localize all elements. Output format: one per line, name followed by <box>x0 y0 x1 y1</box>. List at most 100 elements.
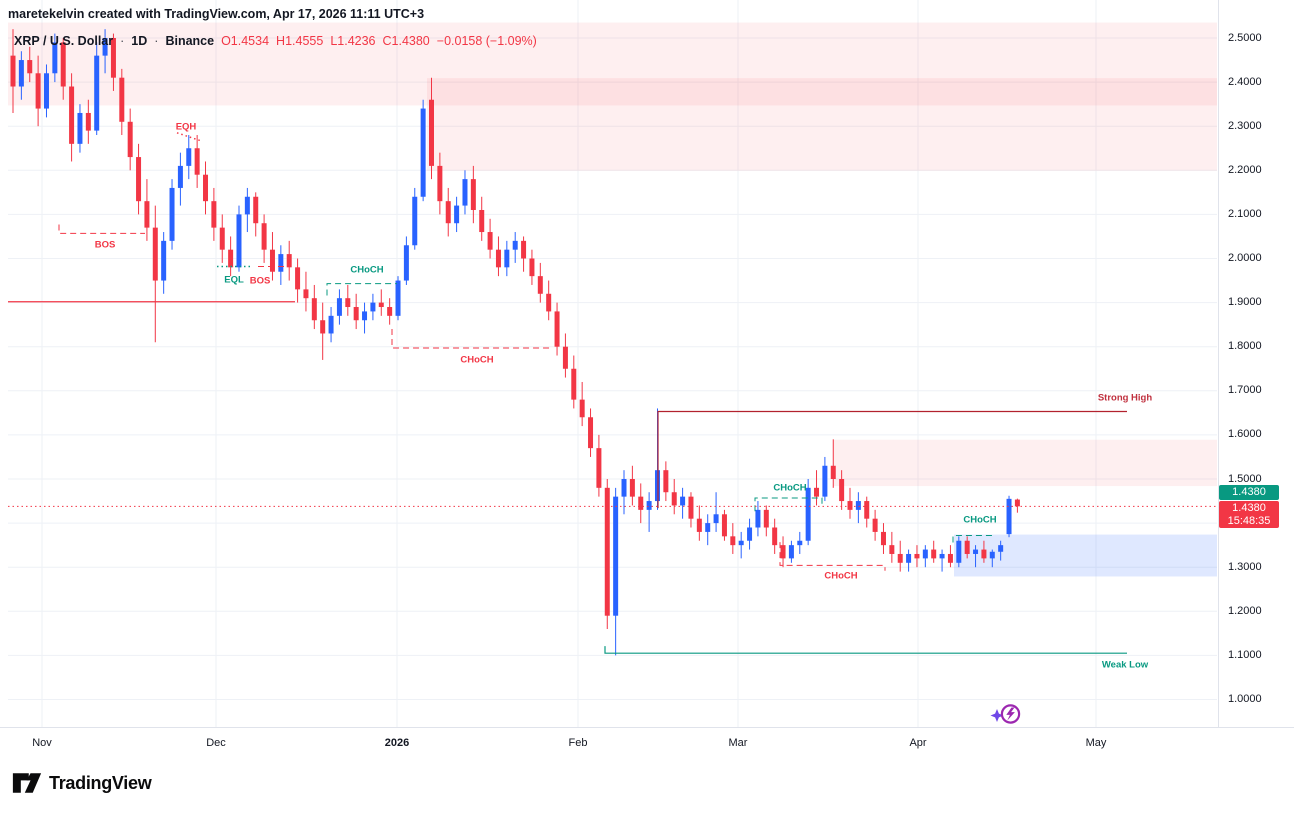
candle-up <box>412 196 418 246</box>
candle-down <box>688 496 694 519</box>
candle-down <box>571 368 577 400</box>
candle-up <box>462 179 468 206</box>
weak-low-line[interactable] <box>604 646 1127 654</box>
candle-down <box>69 86 75 144</box>
candle-down <box>914 553 920 559</box>
change-value: −0.0158 (−1.09%) <box>436 34 537 48</box>
candle-up <box>906 553 912 563</box>
candle-up <box>77 112 83 144</box>
candle-up <box>680 496 686 506</box>
candle-up <box>512 240 518 250</box>
lightning-circle-sparkle-icon[interactable] <box>990 704 1021 724</box>
price-tick-label: 2.5000 <box>1228 31 1262 44</box>
candle-down <box>830 465 836 479</box>
candle-down <box>529 258 535 277</box>
candle-up <box>18 60 24 87</box>
annotation-label-choch: CHoCH <box>350 265 383 276</box>
price-tick-label: 1.2000 <box>1228 604 1262 617</box>
supply-zone-feb[interactable] <box>833 439 1217 487</box>
demand-zone-apr[interactable] <box>954 534 1217 577</box>
price-tick-label: 2.0000 <box>1228 252 1262 264</box>
symbol-name: XRP / U.S. Dollar <box>14 34 114 48</box>
eqh-line[interactable] <box>176 132 203 142</box>
candle-down <box>864 501 870 519</box>
candle-down <box>730 536 736 546</box>
ohlc-low: L1.4236 <box>330 34 376 48</box>
legend-separator: · <box>120 34 125 48</box>
candle-up <box>420 108 426 197</box>
candle-down <box>638 496 644 510</box>
symbol-legend[interactable]: XRP / U.S. Dollar · 1D · Binance O1.4534… <box>14 34 537 48</box>
price-tick-label: 1.6000 <box>1228 428 1262 441</box>
choch-jan-red[interactable] <box>391 329 553 349</box>
candle-up <box>939 553 945 559</box>
candle-down <box>721 514 727 537</box>
exchange-label: Binance <box>165 34 215 48</box>
candle-down <box>872 518 878 532</box>
candle-down <box>429 99 434 166</box>
candle-up <box>998 545 1004 552</box>
candle-down <box>546 293 552 312</box>
candle-down <box>303 289 309 299</box>
candle-down <box>889 545 895 554</box>
choch-mar-red[interactable] <box>779 542 886 571</box>
attribution-text: maretekelvin created with TradingView.co… <box>8 7 425 21</box>
ohlc-high: H1.4555 <box>276 34 324 48</box>
candle-down <box>847 501 853 510</box>
candle-up <box>788 545 794 559</box>
candle-down <box>839 479 845 502</box>
candle-down <box>537 276 543 294</box>
annotation-label-eqh: EQH <box>176 122 197 133</box>
annotation-label-strong-high: Strong High <box>1098 393 1153 404</box>
candle-down <box>345 298 351 308</box>
candle-up <box>705 523 711 532</box>
candle-down <box>203 174 209 202</box>
supply-demand-zones <box>8 22 1217 577</box>
candle-up <box>169 187 175 241</box>
candle-up <box>1006 498 1012 535</box>
bos-nov[interactable] <box>58 224 145 234</box>
choch-apr-teal[interactable] <box>952 534 995 543</box>
candle-up <box>177 165 183 188</box>
strong-high-line[interactable] <box>657 410 1127 509</box>
candle-down <box>521 240 527 259</box>
candle-up <box>922 549 928 559</box>
ohlc-close: C1.4380 <box>382 34 430 48</box>
candle-down <box>479 209 485 233</box>
candle-up <box>797 540 803 546</box>
candle-down <box>981 549 987 559</box>
candle-down <box>596 448 602 488</box>
candle-up <box>973 549 979 554</box>
candle-up <box>395 280 401 316</box>
candle-down <box>696 518 702 532</box>
candle-up <box>713 514 719 524</box>
candle-down <box>562 346 568 369</box>
candle-down <box>387 307 393 316</box>
choch-feb-teal[interactable] <box>754 497 823 512</box>
price-tick-label: 2.4000 <box>1228 75 1262 88</box>
candle-up <box>43 73 49 109</box>
candle-up <box>370 302 376 312</box>
candle-down <box>60 42 66 87</box>
candle-down <box>663 470 669 493</box>
tradingview-logo-icon[interactable] <box>12 770 42 796</box>
candle-up <box>956 540 962 563</box>
supply-zone-upper[interactable] <box>8 22 1217 106</box>
candle-down <box>604 487 610 616</box>
candle-up <box>747 527 753 541</box>
price-tick-label: 1.7000 <box>1228 384 1262 397</box>
candle-down <box>286 254 292 268</box>
brand-name[interactable]: TradingView <box>49 772 152 793</box>
candle-down <box>211 201 217 228</box>
price-tick-label: 2.2000 <box>1228 163 1262 176</box>
supply-zone-jan[interactable] <box>427 78 1217 171</box>
time-tick-label: May <box>1085 737 1107 749</box>
choch-dec-teal[interactable] <box>326 283 397 296</box>
candle-down <box>495 249 501 268</box>
candle-up <box>989 551 995 559</box>
candle-up <box>621 479 627 497</box>
structure-lines <box>8 132 1216 654</box>
candle-up <box>102 38 108 56</box>
candle-down <box>931 549 937 559</box>
